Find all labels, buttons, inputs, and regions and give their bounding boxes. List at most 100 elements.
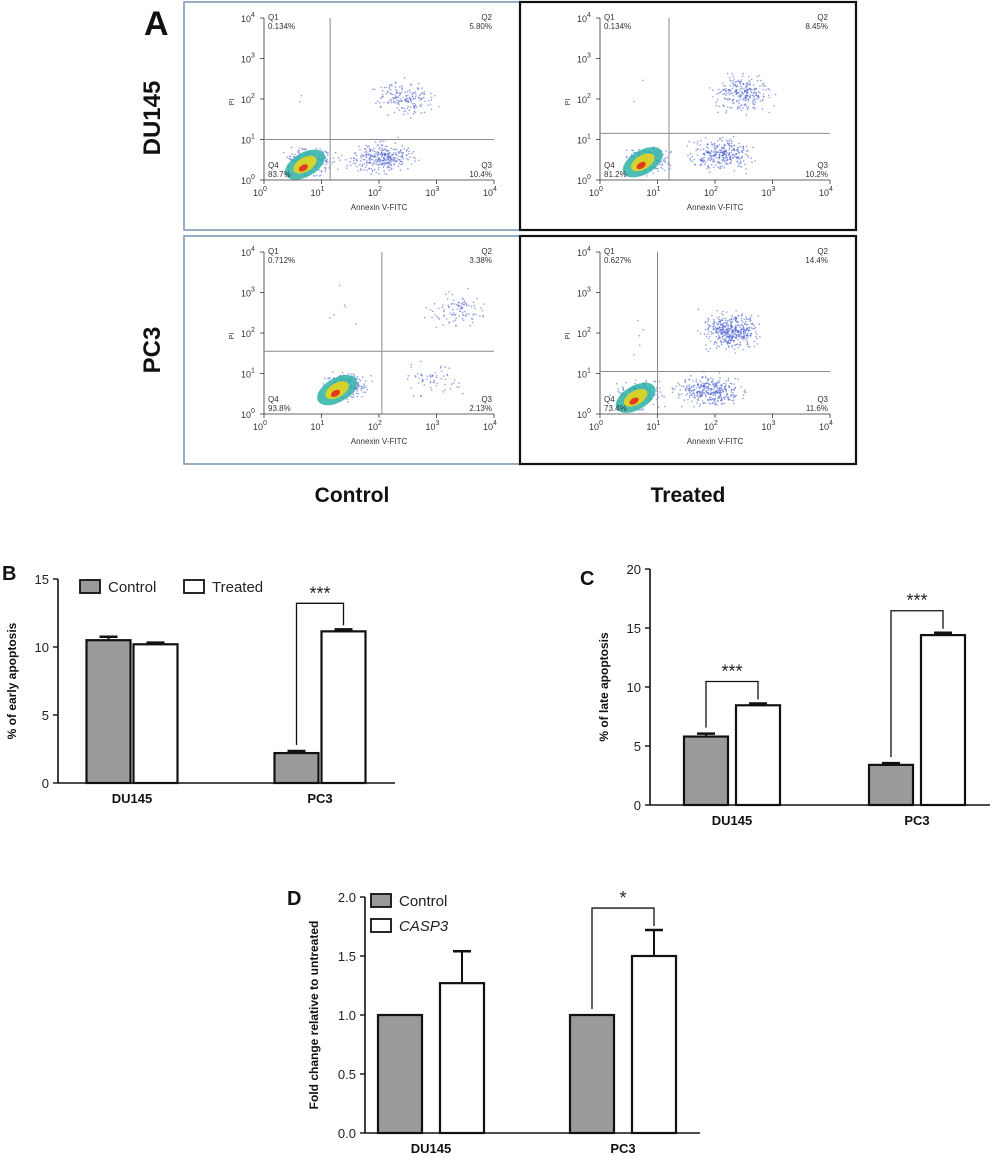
event-dot xyxy=(298,149,300,152)
event-dot xyxy=(739,341,742,344)
y-tick-exp: 3 xyxy=(251,53,255,60)
event-dot xyxy=(710,141,712,144)
event-dot xyxy=(662,159,665,162)
event-dot xyxy=(371,155,374,158)
event-dot xyxy=(410,366,412,368)
event-dot xyxy=(715,384,718,386)
event-dot xyxy=(465,314,467,317)
event-dot xyxy=(395,154,398,156)
event-dot xyxy=(376,144,379,147)
event-dot xyxy=(456,308,459,310)
event-dot xyxy=(715,382,717,385)
event-dot xyxy=(333,314,335,316)
event-dot xyxy=(730,80,733,82)
event-dot xyxy=(399,86,401,88)
event-dot xyxy=(459,305,462,307)
event-dot xyxy=(715,147,717,149)
event-dot xyxy=(381,151,383,154)
event-dot xyxy=(473,304,476,307)
event-dot xyxy=(721,139,723,142)
event-dot xyxy=(752,146,754,149)
event-dot xyxy=(358,145,360,148)
event-dot xyxy=(318,168,321,171)
event-dot xyxy=(717,139,719,142)
event-dot xyxy=(731,98,734,101)
event-dot xyxy=(410,84,413,86)
bar-treated-du145 xyxy=(734,704,782,807)
event-dot xyxy=(290,146,293,149)
event-dot xyxy=(725,380,727,382)
quadrant-q2-value: 5.80% xyxy=(469,22,492,31)
event-dot xyxy=(740,166,743,168)
event-dot xyxy=(753,103,755,105)
event-dot xyxy=(423,111,426,114)
event-dot xyxy=(724,98,727,100)
event-dot xyxy=(761,108,764,110)
event-dot xyxy=(463,303,466,306)
event-dot xyxy=(736,148,739,151)
event-dot xyxy=(738,331,740,334)
event-dot xyxy=(735,328,738,331)
event-dot xyxy=(724,157,726,160)
event-dot xyxy=(689,391,691,394)
event-dot xyxy=(377,156,380,159)
event-dot xyxy=(723,382,725,385)
event-dot xyxy=(713,166,715,168)
event-dot xyxy=(423,93,425,95)
event-dot xyxy=(741,313,743,315)
event-dot xyxy=(679,389,681,391)
event-dot xyxy=(660,166,662,168)
event-dot xyxy=(415,106,418,108)
event-dot xyxy=(724,84,727,87)
event-dot xyxy=(719,331,722,334)
event-dot xyxy=(453,303,456,305)
event-dot xyxy=(369,156,372,158)
event-dot xyxy=(420,97,423,100)
event-dot xyxy=(723,150,725,152)
event-dot xyxy=(719,396,721,399)
event-dot xyxy=(689,157,691,160)
event-dot xyxy=(721,148,723,151)
event-dot xyxy=(378,167,380,169)
event-dot xyxy=(366,146,369,148)
event-dot xyxy=(351,396,354,399)
event-dot xyxy=(741,331,743,333)
event-dot xyxy=(355,392,358,395)
y-tick-exp: 1 xyxy=(251,368,255,375)
event-dot xyxy=(707,389,709,391)
event-dot xyxy=(341,154,343,157)
event-dot xyxy=(710,403,712,405)
event-dot xyxy=(359,163,361,166)
event-dot xyxy=(711,157,713,159)
event-dot xyxy=(714,341,716,344)
event-dot xyxy=(703,153,705,156)
event-dot xyxy=(727,143,730,145)
event-dot xyxy=(625,381,627,384)
event-dot xyxy=(379,141,381,143)
event-dot xyxy=(691,160,693,162)
event-dot xyxy=(378,158,380,160)
event-dot xyxy=(375,160,377,162)
event-dot xyxy=(368,168,371,170)
event-dot xyxy=(713,392,716,394)
event-dot xyxy=(377,163,380,166)
event-dot xyxy=(697,399,699,402)
event-dot xyxy=(746,332,749,335)
event-dot xyxy=(724,89,726,91)
event-dot xyxy=(733,101,735,104)
event-dot xyxy=(467,304,470,307)
density-core-inner xyxy=(629,397,639,405)
event-dot xyxy=(739,145,741,148)
event-dot xyxy=(734,317,737,320)
event-dot xyxy=(408,150,411,152)
event-dot xyxy=(408,96,411,99)
event-dot xyxy=(421,87,423,89)
event-dot xyxy=(714,382,716,385)
event-dot xyxy=(390,147,392,149)
event-dot xyxy=(737,335,739,337)
event-dot xyxy=(702,402,705,405)
event-dot xyxy=(750,90,752,92)
event-dot xyxy=(727,328,729,331)
event-dot xyxy=(707,327,709,330)
event-dot xyxy=(408,152,410,155)
